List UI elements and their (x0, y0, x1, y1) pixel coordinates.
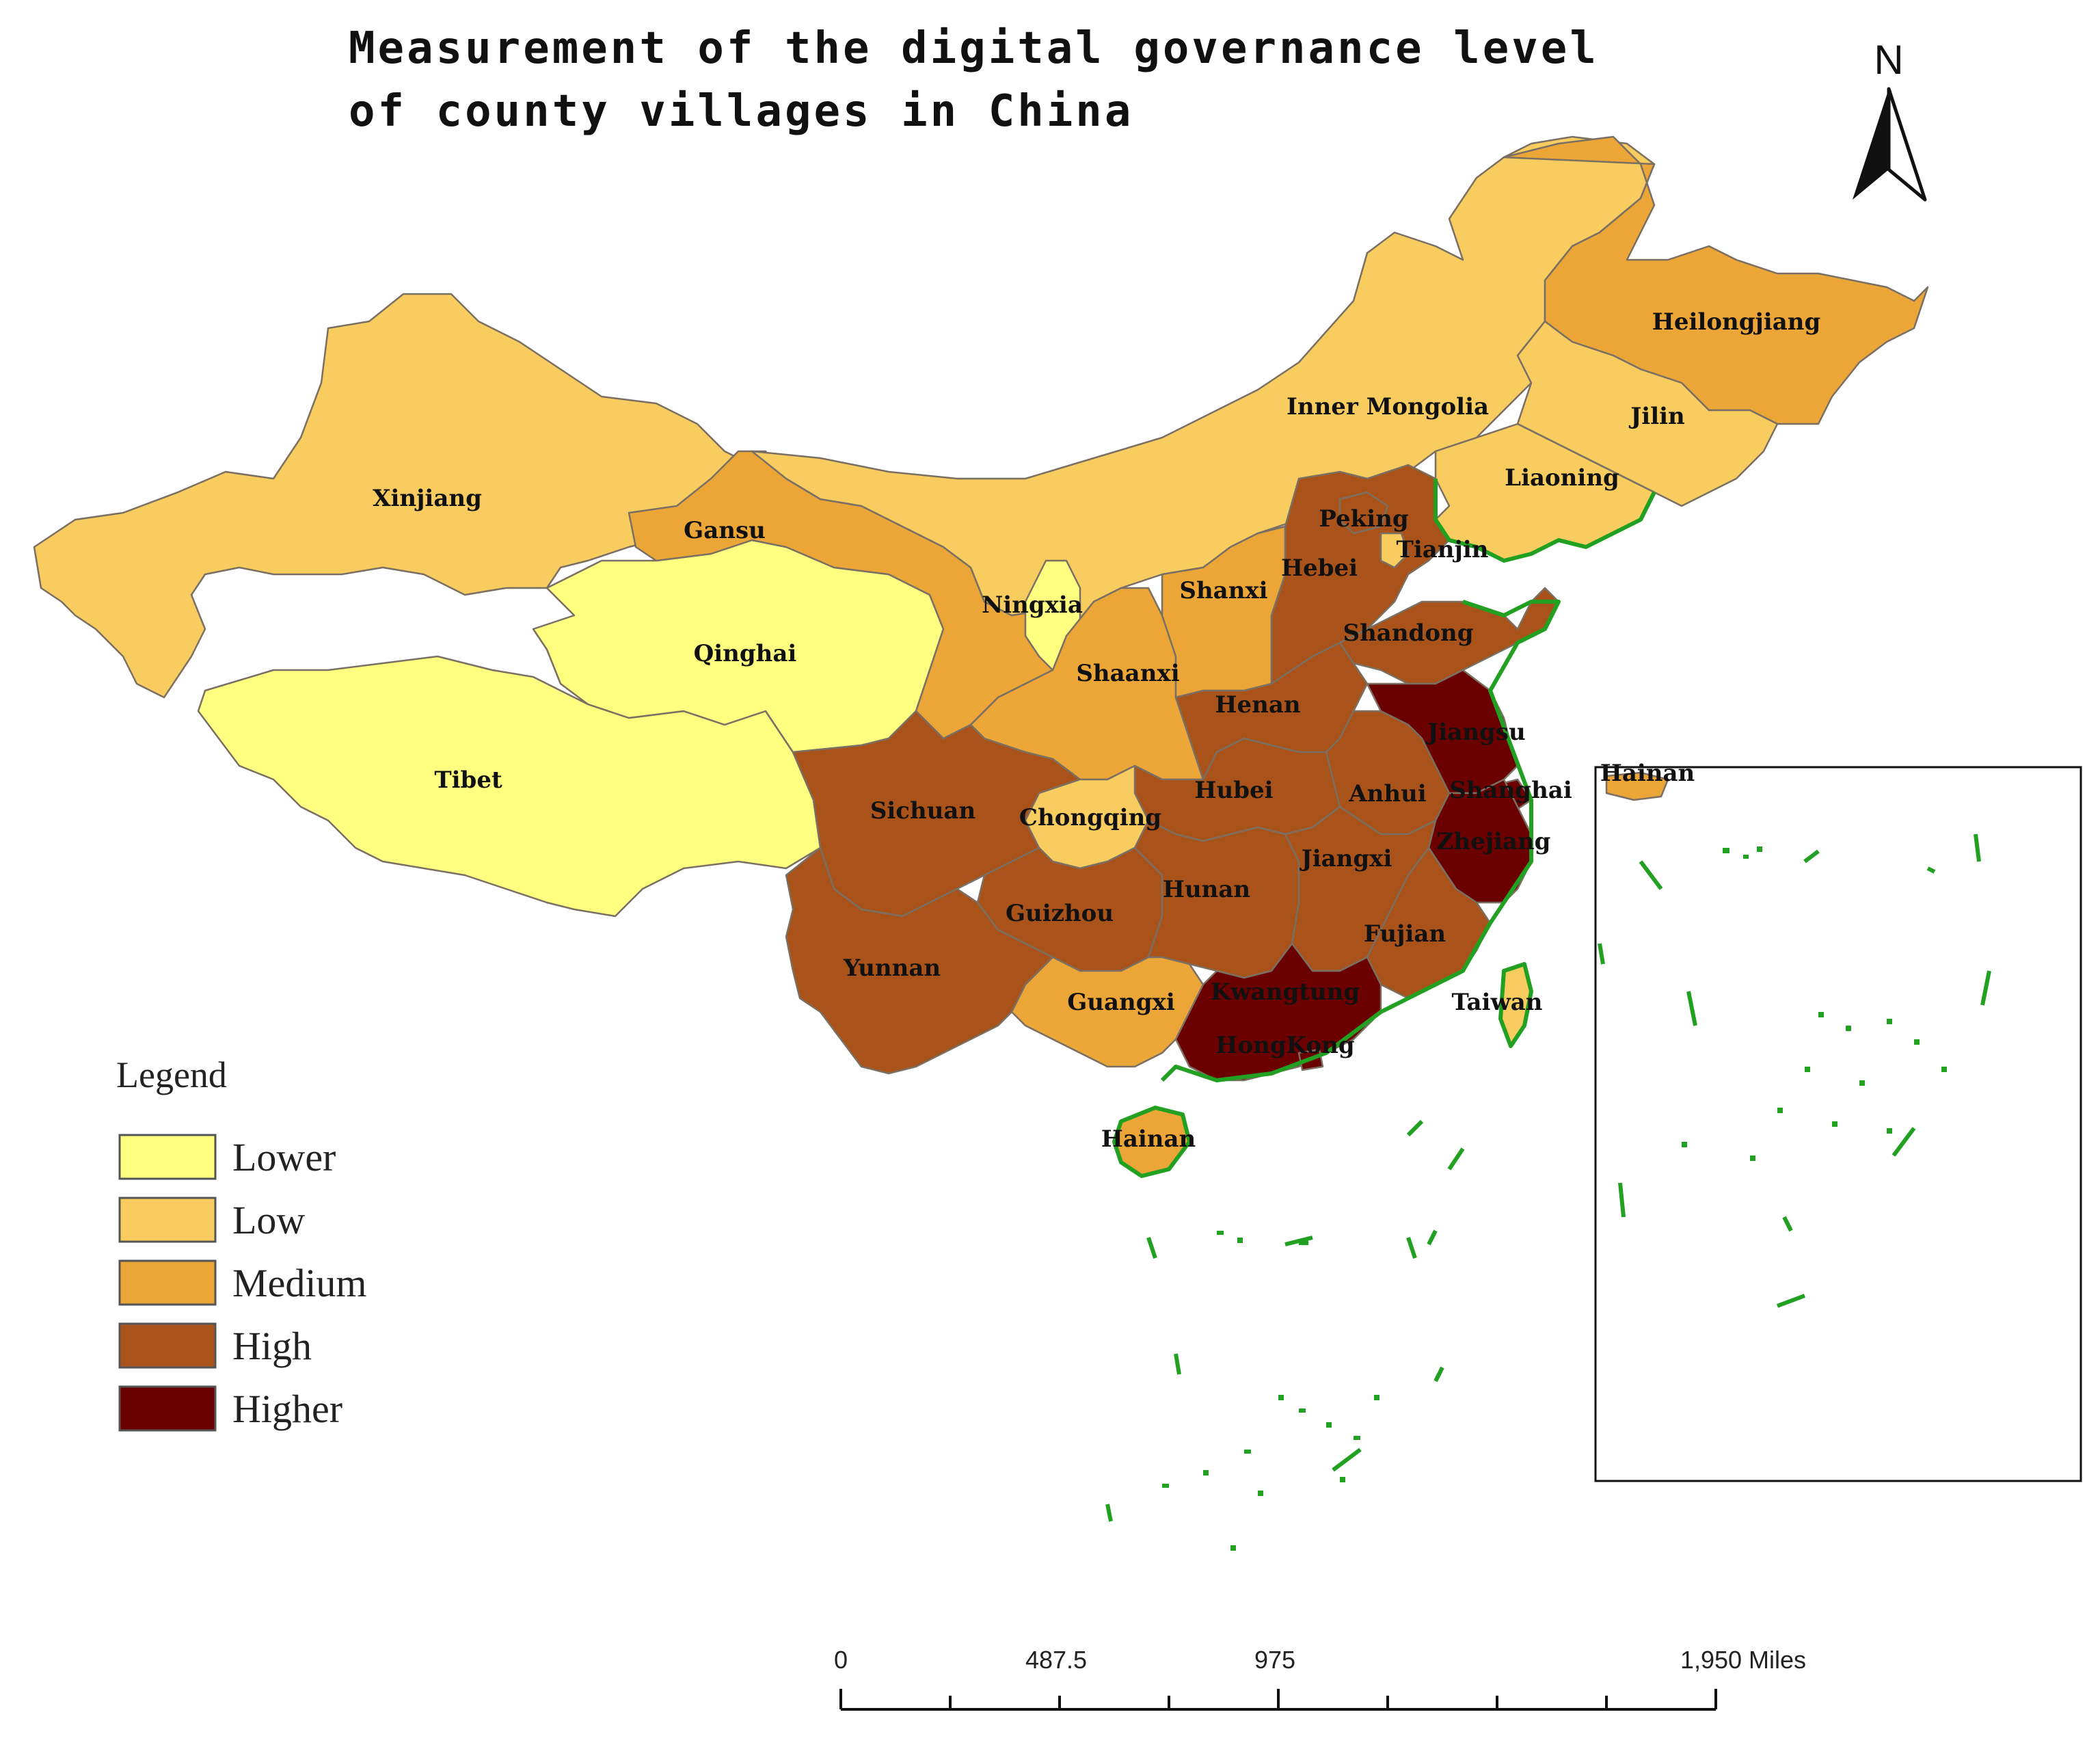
label-hainan: Hainan (1101, 1125, 1196, 1153)
province-layer (33, 135, 1929, 1177)
label-taiwan: Taiwan (1451, 989, 1542, 1016)
label-jilin: Jilin (1628, 403, 1685, 430)
label-tianjin: Tianjin (1397, 536, 1489, 563)
scale-label-3: 1,950 Miles (1680, 1646, 1806, 1674)
legend-swatch-higher (118, 1385, 217, 1432)
region-peking (1338, 491, 1389, 535)
label-kwangtung: Kwangtung (1211, 978, 1360, 1006)
region-kwangtung (1174, 942, 1382, 1082)
label-hongkong: HongKong (1215, 1032, 1354, 1059)
label-chongqing: Chongqing (1019, 804, 1161, 831)
label-sichuan: Sichuan (870, 797, 975, 825)
legend-swatch-medium (118, 1259, 217, 1306)
legend-label-high: High (232, 1324, 312, 1368)
label-anhui: Anhui (1348, 780, 1427, 807)
label-guangxi: Guangxi (1067, 989, 1175, 1016)
region-yunnan (785, 846, 1054, 1075)
region-labels: Xinjiang Tibet Qinghai Gansu Inner Mongo… (373, 308, 1820, 1153)
map-title-line-2: of county villages in China (349, 86, 1133, 137)
label-shaanxi: Shaanxi (1076, 660, 1179, 687)
inset-frame (1594, 766, 2082, 1482)
label-guizhou: Guizhou (1006, 900, 1114, 927)
label-peking: Peking (1319, 505, 1408, 533)
legend-label-low: Low (232, 1198, 305, 1242)
label-xinjiang: Xinjiang (373, 485, 482, 512)
label-yunnan: Yunnan (843, 954, 941, 982)
label-inner-mongolia: Inner Mongolia (1287, 393, 1489, 420)
scale-label-2: 975 (1254, 1646, 1295, 1674)
north-label: N (1874, 37, 1903, 83)
south-china-sea-islands (1105, 1119, 1465, 1551)
label-shanghai: Shanghai (1449, 777, 1572, 804)
legend-label-lower: Lower (232, 1135, 336, 1179)
label-henan: Henan (1215, 691, 1300, 719)
region-heilongjiang (1503, 135, 1929, 425)
label-jiangxi: Jiangxi (1300, 845, 1392, 872)
label-hainan-inset: Hainan (1600, 760, 1695, 787)
label-tibet: Tibet (434, 766, 502, 794)
legend-swatch-low (118, 1197, 217, 1243)
legend-swatch-high (118, 1322, 217, 1369)
region-tibet (197, 655, 822, 918)
label-shanxi: Shanxi (1179, 577, 1267, 604)
legend-title: Legend (116, 1054, 227, 1095)
label-shandong: Shandong (1343, 619, 1474, 647)
label-ningxia: Ningxia (982, 591, 1083, 619)
label-gansu: Gansu (684, 517, 766, 544)
label-liaoning: Liaoning (1505, 464, 1619, 492)
legend: Legend Lower Low Medium High Higher (116, 1054, 367, 1432)
label-hebei: Hebei (1281, 555, 1358, 582)
north-arrow-icon: N (1853, 37, 1927, 202)
label-jiangsu: Jiangsu (1425, 719, 1525, 746)
map-title-line-1: Measurement of the digital governance le… (349, 23, 1599, 74)
label-hunan: Hunan (1163, 876, 1250, 903)
legend-label-higher: Higher (232, 1387, 342, 1431)
region-guangxi (1010, 956, 1204, 1068)
label-zhejiang: Zhejiang (1437, 828, 1551, 855)
scale-label-0: 0 (834, 1646, 848, 1674)
label-hubei: Hubei (1194, 777, 1273, 804)
label-qinghai: Qinghai (694, 640, 797, 667)
region-hebei (1270, 464, 1451, 685)
label-heilongjiang: Heilongjiang (1652, 308, 1821, 336)
scale-label-1: 487.5 (1025, 1646, 1087, 1674)
region-tianjin (1379, 532, 1410, 569)
label-fujian: Fujian (1364, 920, 1446, 948)
scale-bar: 0 487.5 975 1,950 Miles (834, 1646, 1806, 1711)
coastline (1112, 479, 1656, 1178)
legend-label-medium: Medium (232, 1261, 367, 1305)
legend-swatch-lower (118, 1134, 217, 1180)
